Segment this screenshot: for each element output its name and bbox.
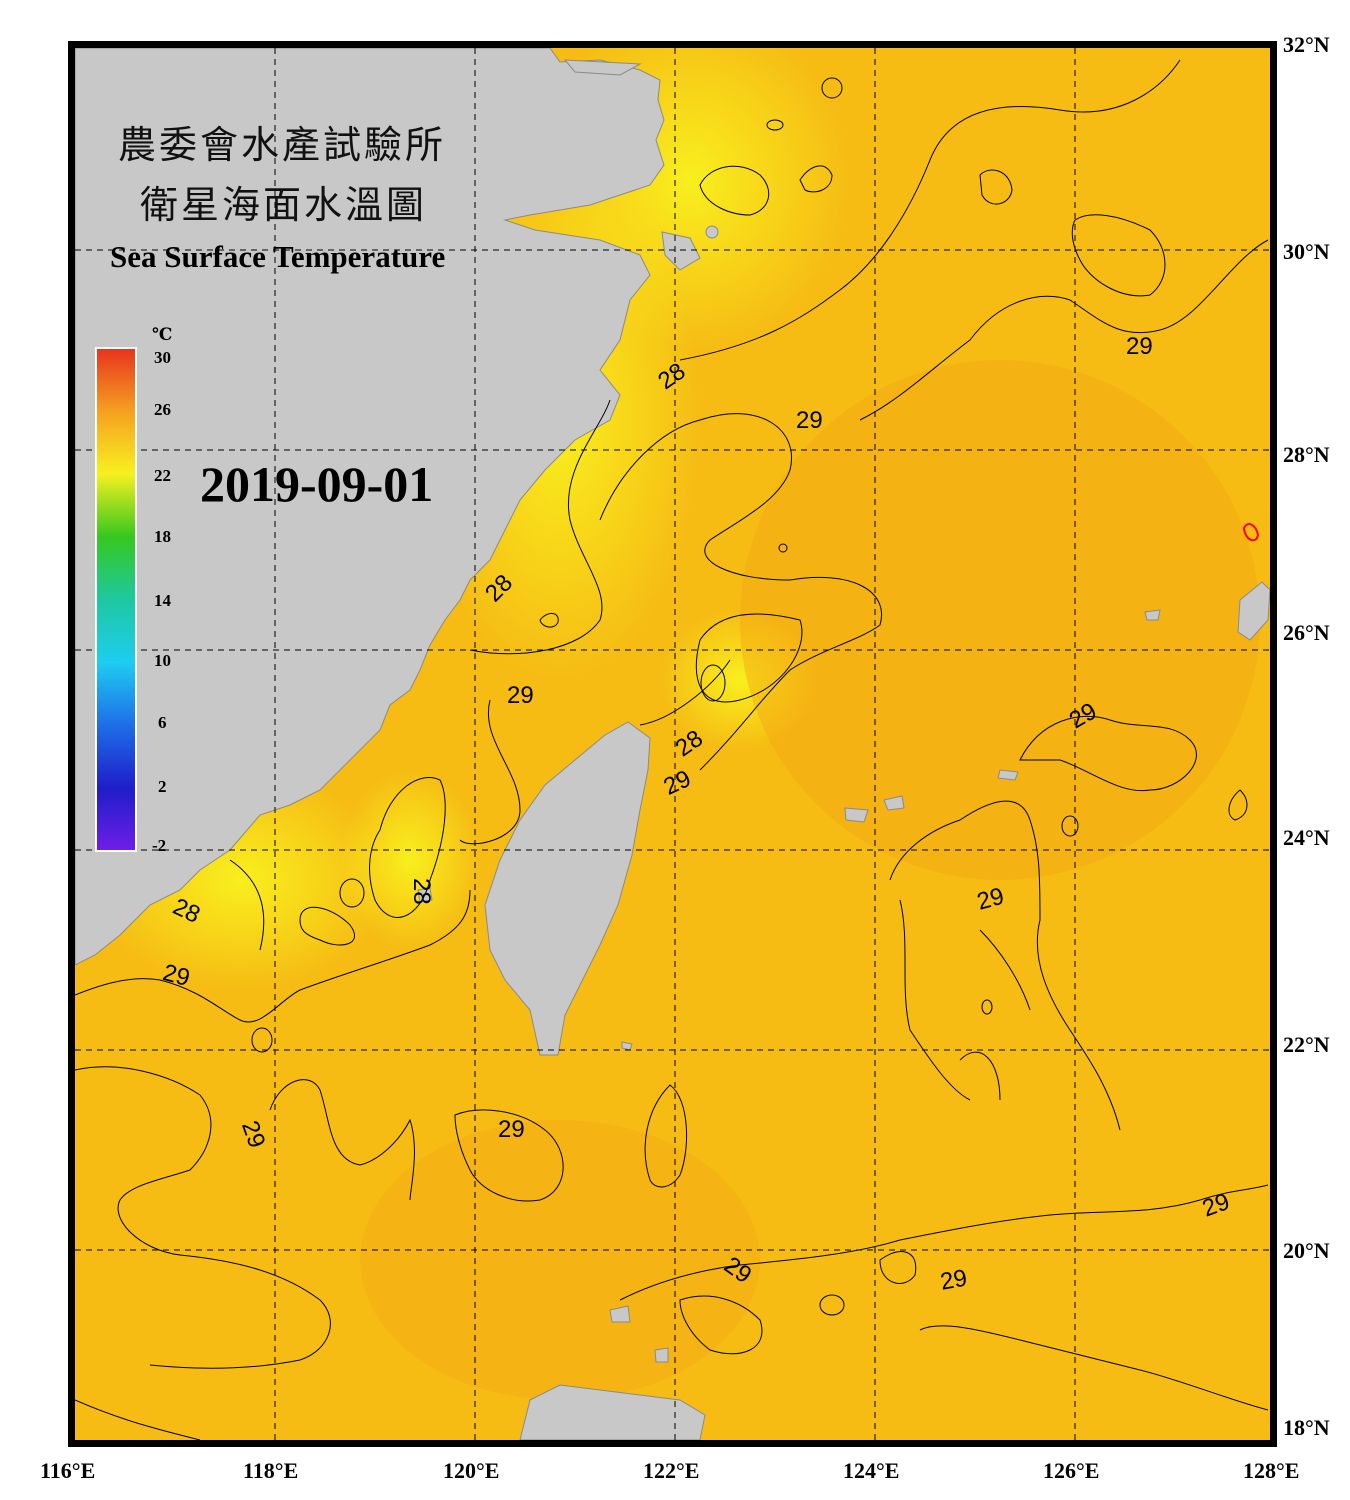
luzon-island bbox=[519, 1384, 706, 1440]
contour-label-hot: 0 bbox=[1236, 512, 1249, 539]
lon-label: 126°E bbox=[1043, 1458, 1099, 1483]
lat-label: 24°N bbox=[1283, 825, 1330, 850]
lon-label: 122°E bbox=[643, 1458, 699, 1483]
miyako-island bbox=[997, 769, 1019, 781]
colorbar-unit: ℃ bbox=[152, 325, 172, 344]
lon-label: 120°E bbox=[443, 1458, 499, 1483]
colorbar-tick: 22 bbox=[154, 466, 171, 485]
amami-island bbox=[1144, 609, 1161, 621]
colorbar-tick: 2 bbox=[158, 777, 167, 796]
isotherm-lines bbox=[75, 59, 1269, 1440]
isotherm-30-hot bbox=[1242, 523, 1260, 542]
okinawa-island bbox=[1237, 581, 1270, 641]
small-island bbox=[705, 225, 719, 239]
title-line2: 衛星海面水溫圖 bbox=[140, 183, 427, 227]
colorbar-tick: 30 bbox=[154, 348, 171, 367]
contour-label: 29 bbox=[938, 1264, 969, 1295]
lanyu-island bbox=[621, 1041, 633, 1051]
longitude-labels: 116°E 118°E 120°E 122°E 124°E 126°E 128°… bbox=[40, 1458, 1299, 1483]
lat-label: 26°N bbox=[1283, 620, 1330, 645]
contour-label: 28 bbox=[408, 878, 435, 905]
chongming-island bbox=[563, 59, 642, 76]
contour-label: 29 bbox=[507, 682, 534, 709]
map-frame bbox=[68, 41, 1277, 1447]
lon-label: 118°E bbox=[243, 1458, 298, 1483]
warm-area-south bbox=[360, 1120, 760, 1400]
cool-area-strait bbox=[340, 770, 480, 950]
babuyan-island bbox=[654, 1347, 669, 1363]
colorbar-gradient bbox=[95, 347, 137, 852]
lon-label: 128°E bbox=[1243, 1458, 1299, 1483]
lat-label: 22°N bbox=[1283, 1032, 1330, 1057]
china-mainland bbox=[75, 48, 665, 966]
latitude-labels: 32°N 30°N 28°N 26°N 24°N 22°N 20°N 18°N bbox=[1283, 32, 1330, 1440]
colorbar-tick: -2 bbox=[152, 836, 166, 855]
warm-area-east bbox=[740, 360, 1260, 880]
lat-label: 32°N bbox=[1283, 32, 1330, 57]
colorbar-tick: 10 bbox=[154, 651, 171, 670]
zhoushan-islands bbox=[661, 231, 701, 271]
colorbar-tick: 26 bbox=[154, 400, 171, 419]
lon-label: 124°E bbox=[843, 1458, 899, 1483]
contour-label: 29 bbox=[1126, 333, 1153, 360]
taiwan-island bbox=[484, 721, 651, 1056]
lat-label: 28°N bbox=[1283, 442, 1330, 467]
graticule bbox=[75, 48, 1270, 1440]
ishigaki-island bbox=[844, 807, 869, 823]
contour-label: 29 bbox=[796, 407, 823, 434]
lat-label: 18°N bbox=[1283, 1415, 1330, 1440]
iriomote-island bbox=[883, 795, 905, 811]
lat-label: 30°N bbox=[1283, 239, 1330, 264]
contour-label: 29 bbox=[498, 1116, 525, 1143]
lat-label: 20°N bbox=[1283, 1238, 1330, 1263]
batan-islands bbox=[609, 1305, 631, 1323]
title-line3: Sea Surface Temperature bbox=[110, 239, 445, 274]
lon-label: 116°E bbox=[40, 1458, 95, 1483]
colorbar: ℃ 30 26 22 18 14 10 6 2 -2 bbox=[95, 325, 172, 855]
title-line1: 農委會水產試驗所 bbox=[118, 123, 446, 167]
colorbar-tick: 18 bbox=[154, 527, 171, 546]
colorbar-tick: 6 bbox=[158, 713, 167, 732]
map-date: 2019-09-01 bbox=[200, 456, 433, 512]
colorbar-tick: 14 bbox=[154, 591, 172, 610]
cool-area-ne-taiwan bbox=[660, 610, 820, 750]
